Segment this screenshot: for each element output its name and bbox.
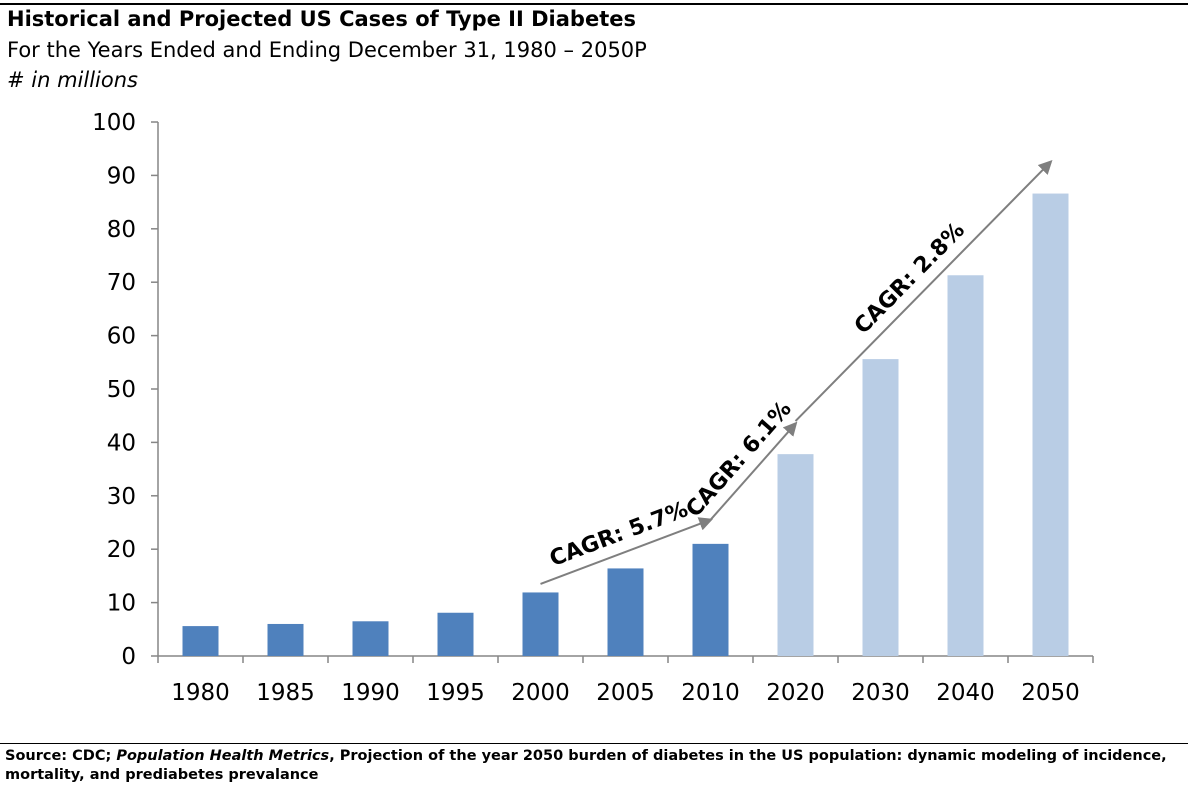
y-tick-label: 10 <box>107 591 136 617</box>
source-prefix: Source: CDC; <box>5 748 117 764</box>
cagr-arrow-3 <box>794 160 1053 422</box>
cagr-arrow-2 <box>709 421 798 521</box>
bar-2005 <box>607 568 644 656</box>
y-tick-label: 60 <box>107 324 136 350</box>
x-tick-label: 2040 <box>936 680 995 706</box>
units-label: # in millions <box>7 68 138 92</box>
bar-2020 <box>777 454 814 656</box>
top-rule <box>0 3 1188 5</box>
bar-2010 <box>692 543 729 656</box>
bar-2040 <box>947 275 984 656</box>
y-tick-label: 30 <box>107 484 136 510</box>
y-tick-label: 40 <box>107 430 136 456</box>
x-tick-label: 2030 <box>851 680 910 706</box>
bar-1990 <box>352 621 389 656</box>
bar-1995 <box>437 612 474 656</box>
chart-title: Historical and Projected US Cases of Typ… <box>7 7 636 31</box>
y-tick-label: 20 <box>107 537 136 563</box>
bar-2030 <box>862 359 899 656</box>
x-tick-label: 1985 <box>256 680 315 706</box>
y-tick-label: 90 <box>107 163 136 189</box>
source-note: Source: CDC; Population Health Metrics, … <box>5 747 1181 785</box>
y-tick-label: 50 <box>107 377 136 403</box>
bar-2000 <box>522 592 559 656</box>
source-publication: Population Health Metrics <box>116 748 330 764</box>
x-tick-label: 2020 <box>766 680 825 706</box>
y-tick-label: 100 <box>92 110 136 136</box>
x-tick-label: 1995 <box>426 680 485 706</box>
bar-1980 <box>182 626 219 656</box>
y-tick-label: 70 <box>107 270 136 296</box>
x-tick-label: 2050 <box>1021 680 1080 706</box>
bar-1985 <box>267 623 304 656</box>
source-description: , Projection of the year 2050 burden of … <box>5 748 1167 783</box>
x-tick-label: 2010 <box>681 680 740 706</box>
y-tick-label: 80 <box>107 217 136 243</box>
x-tick-label: 2005 <box>596 680 655 706</box>
cagr-arrow-1 <box>540 517 714 585</box>
chart-subtitle: For the Years Ended and Ending December … <box>7 38 647 62</box>
x-tick-label: 1990 <box>341 680 400 706</box>
bottom-rule <box>0 743 1188 744</box>
x-tick-label: 2000 <box>511 680 570 706</box>
x-tick-label: 1980 <box>171 680 230 706</box>
bar-2050 <box>1032 193 1069 656</box>
y-tick-label: 0 <box>121 644 136 670</box>
